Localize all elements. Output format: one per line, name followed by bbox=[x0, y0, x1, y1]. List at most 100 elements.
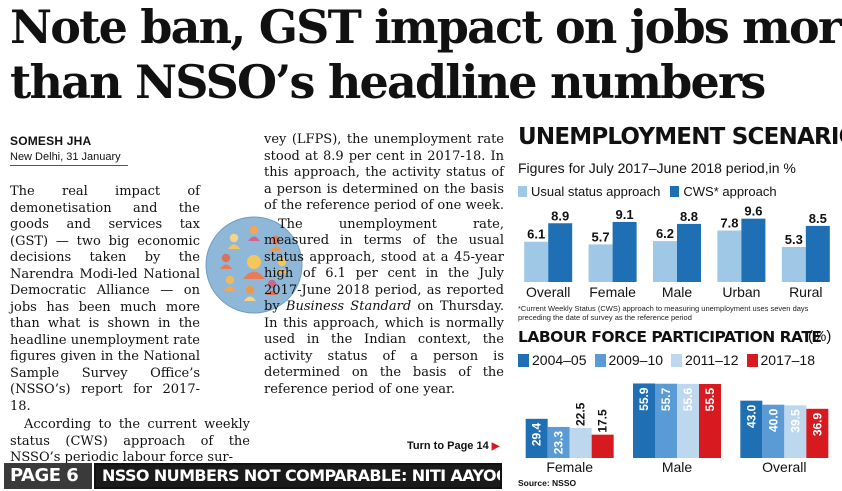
person-head bbox=[277, 257, 287, 267]
data-label: 9.1 bbox=[616, 207, 634, 222]
person-body bbox=[276, 268, 288, 273]
bar-female-2 bbox=[569, 428, 592, 458]
bar-female-1 bbox=[547, 426, 570, 458]
legend-label: 2004–05 bbox=[532, 352, 587, 368]
legend-label: 2017–18 bbox=[760, 352, 816, 368]
bar-female-3 bbox=[591, 434, 614, 458]
headline-line-2: than NSSO’s headline numbers bbox=[10, 55, 766, 109]
paragraph-text: on Thursday. In this approach, which is … bbox=[264, 299, 504, 397]
legend-label: Usual status approach bbox=[531, 184, 661, 199]
person-head bbox=[221, 253, 231, 263]
data-label: 17.5 bbox=[596, 409, 610, 433]
bar-male-3 bbox=[699, 384, 721, 458]
bar-urban-0 bbox=[717, 230, 742, 282]
bar-overall-1 bbox=[762, 404, 785, 458]
legend-label: 2009–10 bbox=[608, 352, 664, 368]
category-label: Overall bbox=[762, 459, 806, 475]
legend-item: 2004–05 bbox=[518, 352, 587, 368]
legend-swatch bbox=[670, 186, 680, 197]
person-body bbox=[228, 244, 240, 249]
category-label: Male bbox=[662, 284, 693, 300]
data-label: 40.0 bbox=[766, 408, 780, 432]
bar-overall-0 bbox=[524, 241, 549, 282]
bar-rural-0 bbox=[781, 247, 806, 282]
legend-item: Usual status approach bbox=[518, 184, 660, 199]
turn-to-label: Turn to Page 14 bbox=[407, 440, 489, 452]
bar-male-0 bbox=[653, 241, 677, 282]
data-label: 8.9 bbox=[551, 208, 569, 223]
data-label: 55.7 bbox=[659, 387, 673, 411]
legend-swatch bbox=[594, 353, 606, 367]
data-label: 55.9 bbox=[637, 387, 651, 411]
data-label: 23.3 bbox=[552, 431, 566, 455]
headline-line-1: Note ban, GST impact on jobs more bbox=[10, 0, 842, 54]
bar-overall-3 bbox=[806, 408, 829, 458]
category-label: Female bbox=[546, 459, 593, 475]
category-label: Overall bbox=[526, 284, 570, 300]
legend-swatch bbox=[746, 353, 758, 367]
person-body bbox=[220, 264, 232, 269]
page-bar: PAGE 6 NSSO NUMBERS NOT COMPARABLE: NITI… bbox=[0, 463, 505, 489]
data-label: 6.1 bbox=[527, 227, 545, 242]
legend-label: 2011–12 bbox=[685, 352, 739, 368]
data-label: 43.0 bbox=[744, 404, 758, 428]
legend-swatch bbox=[518, 353, 529, 367]
data-label: 5.7 bbox=[592, 229, 610, 244]
paragraph: According to the current weekly status (… bbox=[10, 417, 250, 465]
person-head bbox=[271, 235, 281, 245]
dateline: New Delhi, 31 January bbox=[10, 151, 121, 163]
chart-title: LABOUR FORCE PARTICIPATION RATE bbox=[518, 328, 822, 346]
legend-label: CWS* approach bbox=[683, 184, 777, 199]
unemployment-bar-chart: 6.1 8.9 Overall 5.7 9.1 Female 6.2 8.8 Male 7.8 9.… bbox=[524, 204, 830, 300]
article-column-2: vey (LFPS), the unemployment rate stood … bbox=[264, 132, 504, 398]
turn-to-page-link[interactable]: Turn to Page 14 ▶ bbox=[407, 440, 499, 452]
bar-overall-2 bbox=[784, 405, 807, 458]
publication-name: Business Standard bbox=[285, 299, 412, 314]
paragraph: The unemployment rate, measured in terms… bbox=[264, 217, 504, 399]
person-body bbox=[270, 246, 282, 251]
person-head bbox=[245, 285, 255, 295]
legend-swatch bbox=[671, 353, 683, 367]
data-label: 9.6 bbox=[744, 204, 762, 219]
person-head bbox=[229, 233, 239, 243]
category-label: Female bbox=[589, 284, 636, 300]
bar-urban-1 bbox=[741, 218, 766, 282]
bar-overall-0 bbox=[740, 400, 763, 458]
byline: SOMESH JHA New Delhi, 31 January bbox=[10, 134, 128, 166]
chart-footnote: *Current Weekly Status (CWS) approach to… bbox=[518, 304, 809, 322]
bar-male-2 bbox=[677, 383, 699, 458]
headline: Note ban, GST impact on jobs more than N… bbox=[10, 0, 842, 110]
paragraph-text: The unemployment rate, measured in terms… bbox=[264, 216, 504, 315]
data-label: 7.8 bbox=[720, 216, 738, 231]
legend-item: 2017–18 bbox=[746, 352, 816, 368]
chart-legend: 2004–05 2009–10 2011–12 2017–18 bbox=[518, 352, 815, 368]
legend-item: 2011–12 bbox=[671, 352, 739, 368]
chart-subtitle: Figures for July 2017–June 2018 period,i… bbox=[518, 160, 796, 176]
person-body bbox=[244, 296, 256, 301]
paragraph: vey (LFPS), the unemployment rate stood … bbox=[264, 132, 504, 213]
data-label: 6.2 bbox=[656, 226, 674, 241]
person-head bbox=[249, 225, 259, 235]
bar-female-1 bbox=[612, 221, 637, 282]
bar-male-1 bbox=[677, 223, 701, 282]
chart-unit: (%) bbox=[808, 328, 832, 345]
person-head bbox=[247, 255, 261, 269]
data-label: 55.6 bbox=[681, 388, 695, 412]
person-body bbox=[224, 286, 236, 291]
person-head bbox=[225, 275, 235, 285]
data-label: 8.5 bbox=[809, 211, 827, 226]
data-label: 55.5 bbox=[703, 388, 717, 412]
data-label: 8.8 bbox=[680, 209, 698, 224]
data-label: 5.3 bbox=[785, 232, 803, 247]
legend-swatch bbox=[518, 186, 527, 197]
bar-female-0 bbox=[588, 244, 613, 282]
chart-legend: Usual status approach CWS* approach bbox=[518, 184, 777, 199]
legend-item: 2009–10 bbox=[594, 352, 664, 368]
legend-item: CWS* approach bbox=[670, 184, 777, 199]
chart-title: UNEMPLOYMENT SCENARIO bbox=[518, 124, 842, 150]
related-story-link[interactable]: NSSO NUMBERS NOT COMPARABLE: NITI AAYOG … bbox=[94, 463, 502, 489]
person-head bbox=[267, 279, 277, 289]
bar-female-0 bbox=[525, 418, 548, 458]
labour-force-bar-chart: 29.4 23.3 22.5 17.5 Female 55.9 55.7 55.6 55.5 Ma… bbox=[525, 383, 829, 475]
person-body bbox=[243, 271, 265, 279]
